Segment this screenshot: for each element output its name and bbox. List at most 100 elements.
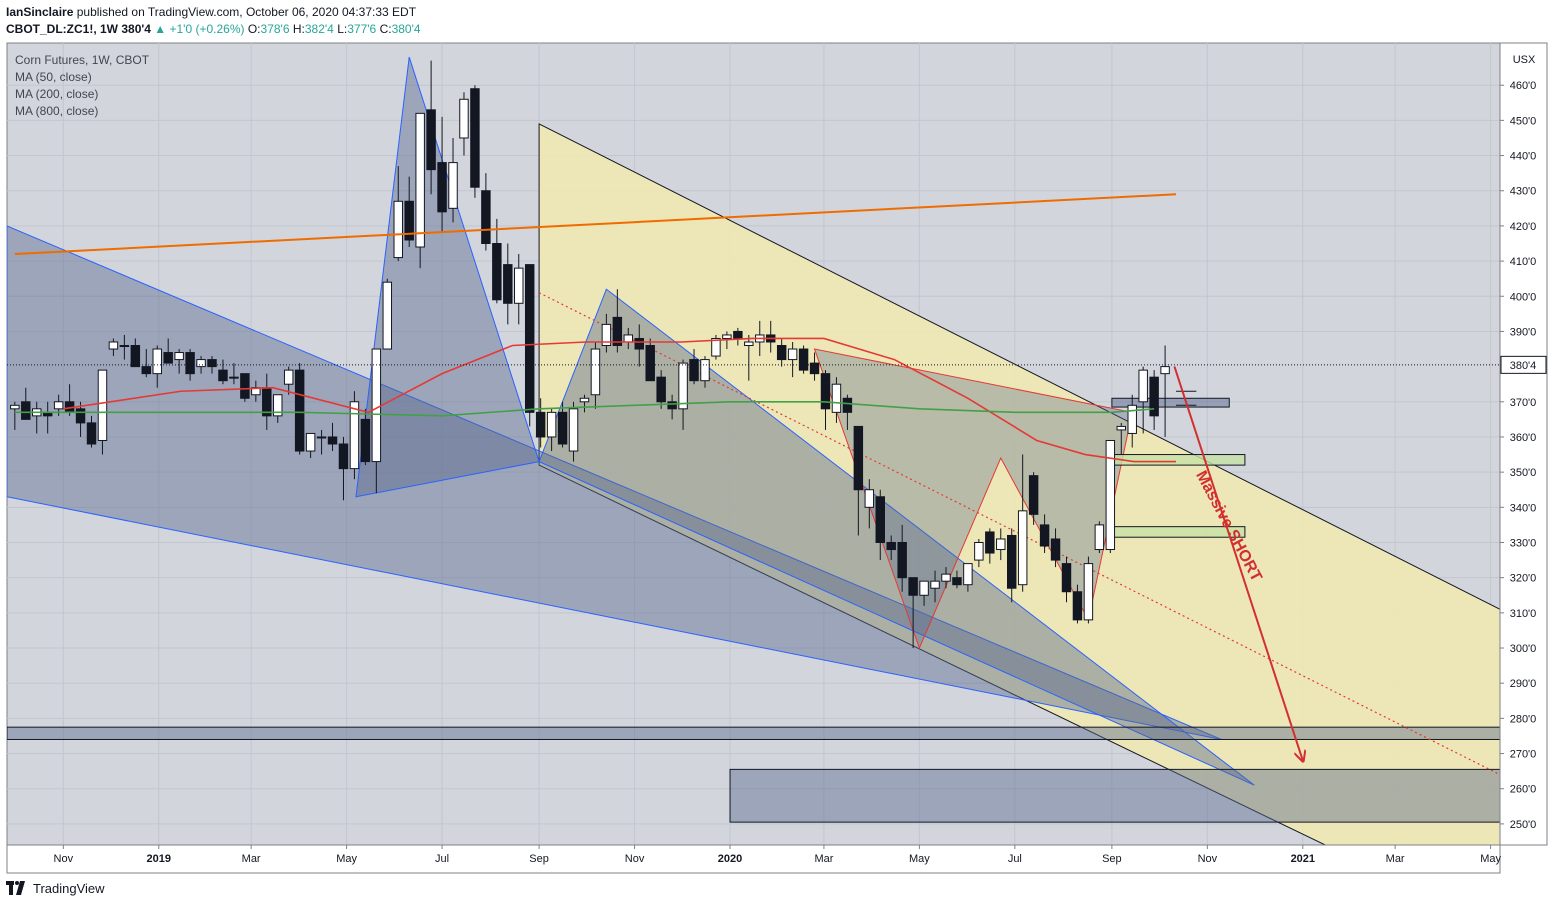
y-axis-labels: 460'0 450'0 440'0 430'0 420'0 410'0 400'0 390'0… [1500,80,1536,831]
candle-body [831,383,842,413]
candle-body [908,577,918,596]
tradingview-logo[interactable]: TradingView [6,880,105,896]
y-tick-label: 410'0 [1510,256,1537,268]
candle-body [448,162,458,209]
candle-body [360,418,371,463]
y-tick-label: 270'0 [1510,749,1537,761]
candle [393,166,403,262]
candle-body [196,359,206,368]
candle-body [470,88,480,188]
x-tick-label: 2021 [1291,853,1315,865]
candle-body [733,330,743,339]
author-name[interactable]: IanSinclaire [6,5,74,19]
candle [338,436,349,501]
legend-ma50[interactable]: MA (50, close) [15,70,92,84]
candle-body [941,573,951,582]
candle-body [524,264,535,413]
candle-body [634,337,644,350]
candle-body [590,348,601,396]
candle-body [568,408,579,452]
candle [152,345,162,388]
candle [1017,454,1028,592]
candle-body [349,401,360,470]
candle-body [919,580,929,596]
candle [492,218,502,304]
candle-body [1017,510,1028,586]
x-tick-label: May [909,853,930,865]
y-tick-label: 250'0 [1510,819,1537,831]
candle-body [952,577,962,586]
candle [974,538,984,568]
candle [1072,584,1083,624]
last-price-axis-label: 380'4 [1510,360,1537,372]
candle [952,570,962,589]
support-band-275 [7,726,1500,740]
y-tick-label: 340'0 [1510,502,1537,514]
candle [294,363,305,455]
candle [787,341,798,378]
candle [174,349,184,374]
candle [886,535,896,561]
candle [108,338,119,357]
candle-body [996,538,1006,551]
candle-body [404,200,414,241]
y-tick-label: 350'0 [1510,467,1537,479]
y-tick-label: 430'0 [1510,186,1537,198]
candle [1105,439,1116,554]
candle [535,398,546,448]
candle-body [535,411,546,438]
candle [141,349,152,378]
candle-body [744,341,754,347]
y-tick-label: 400'0 [1510,291,1537,303]
legend-ma800[interactable]: MA (800, close) [15,104,98,118]
candle-body [1050,538,1061,561]
x-tick-label: 2020 [718,853,742,865]
x-tick-label: Sep [1102,853,1122,865]
candle [842,394,853,430]
time-axis[interactable] [6,844,1501,874]
candle-body [667,401,677,410]
candle-body [382,281,393,350]
candle-body [371,348,382,463]
y-tick-label: 290'0 [1510,678,1537,690]
x-tick-label: Sep [529,853,549,865]
x-axis-labels: Nov 2019 Mar May Jul Sep Nov 2020 Mar May Jul Sep No… [54,845,1502,865]
high-value: 382'4 [304,22,334,36]
candle [327,422,338,452]
support-zone-250-265 [729,768,1500,823]
candle [86,415,97,448]
candle-body [1028,475,1039,515]
candle [853,425,864,536]
candle [744,334,754,381]
candle-body [1061,563,1072,593]
candle-body [546,411,557,438]
candle [415,112,425,269]
candle [10,401,20,430]
candle [273,394,283,423]
candle-body [689,359,699,382]
legend-ma200[interactable]: MA (200, close) [15,87,98,101]
wedge-pattern-left [7,225,1222,740]
candle-body [985,531,995,554]
candle [514,254,524,325]
candle-body [623,334,634,343]
candle-body [393,200,403,259]
candle-body [97,369,108,441]
legend-title[interactable]: Corn Futures, 1W, CBOT [15,53,150,67]
candle [1094,521,1105,554]
price-axis[interactable] [1499,42,1548,846]
y-tick-label: 460'0 [1510,80,1537,92]
candle [360,408,371,466]
candle [196,356,206,374]
candle-body [1127,404,1137,434]
candle [470,85,480,198]
candle [1160,345,1170,437]
candle-body [141,366,152,375]
footer [0,874,1553,909]
open-value: 378'6 [260,22,290,36]
change-value: +1'0 (+0.26%) [169,22,245,36]
candle-body [415,112,425,248]
low-label: L: [337,22,348,36]
candle [21,387,31,420]
